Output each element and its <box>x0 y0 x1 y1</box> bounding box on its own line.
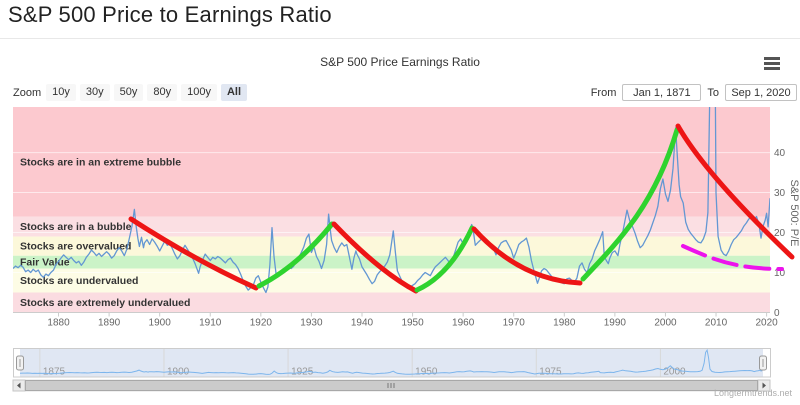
navigator-outline <box>13 348 771 378</box>
y-tick-label: 0 <box>774 308 780 319</box>
y-tick-label: 40 <box>774 148 786 159</box>
from-label: From <box>590 86 617 99</box>
to-label: To <box>707 86 719 99</box>
x-tick-label: 2010 <box>705 318 728 329</box>
navigator-tick-label: 2000 <box>663 367 686 378</box>
range-selector-dates: From To <box>591 84 797 101</box>
valuation-band <box>13 292 770 313</box>
band-label: Stocks are overvalued <box>20 241 131 253</box>
y-axis-title: S&P 500: P/E <box>788 179 800 246</box>
x-tick-label: 1880 <box>47 318 70 329</box>
x-tick-label: 1940 <box>351 318 374 329</box>
x-tick-label: 1930 <box>300 318 323 329</box>
zoom-button-100y[interactable]: 100y <box>181 84 217 101</box>
valuation-band <box>13 216 770 237</box>
zoom-button-30y[interactable]: 30y <box>79 84 110 101</box>
x-tick-label: 1910 <box>199 318 222 329</box>
valuation-band <box>13 107 770 217</box>
valuation-band <box>13 268 770 293</box>
scrollbar-left-arrow-icon <box>17 382 21 389</box>
zoom-label: Zoom <box>13 86 42 99</box>
title-divider <box>0 38 800 39</box>
trendline-up-1919-1933 <box>256 221 335 289</box>
from-date-input[interactable] <box>622 84 702 101</box>
band-label: Stocks are undervalued <box>20 275 138 287</box>
trendline-down-1933-1950 <box>331 221 419 294</box>
zoom-buttons: 10y 30y 50y 80y 100y All <box>46 84 248 101</box>
band-label: Stocks are extremely undervalued <box>20 297 190 309</box>
zoom-button-80y[interactable]: 80y <box>147 84 178 101</box>
attribution-watermark: Longtermtrends.net <box>713 388 792 398</box>
x-tick-label: 1950 <box>401 318 424 329</box>
zoom-button-10y[interactable]: 10y <box>46 84 76 101</box>
pe-ratio-line <box>13 107 770 294</box>
x-tick-label: 1970 <box>503 318 526 329</box>
chart-menu-button[interactable] <box>764 57 782 71</box>
y-tick-label: 10 <box>774 268 786 279</box>
band-label: Stocks are in an extreme bubble <box>20 156 181 168</box>
hamburger-icon <box>764 62 780 65</box>
x-tick-label: 1980 <box>553 318 576 329</box>
projection-dashed-line <box>681 244 784 271</box>
range-selector-zoom-group: Zoom 10y 30y 50y 80y 100y All <box>13 84 248 101</box>
scrollbar-right-arrow-icon <box>762 382 766 389</box>
band-label: Stocks are in a bubble <box>20 221 132 233</box>
hamburger-icon <box>764 57 780 60</box>
trendline-down-1895-1919 <box>128 216 259 291</box>
hamburger-icon <box>764 67 780 70</box>
navigator-tick-label: 1975 <box>539 367 562 378</box>
x-tick-label: 2020 <box>755 318 778 329</box>
x-tick-label: 1920 <box>250 318 273 329</box>
to-date-input[interactable] <box>725 84 797 101</box>
navigator-line <box>19 348 764 375</box>
band-label: Fair Value <box>20 257 70 269</box>
x-tick-label: 1900 <box>149 318 172 329</box>
y-tick-label: 30 <box>774 188 786 199</box>
page-title: S&P 500 Price to Earnings Ratio <box>8 2 332 27</box>
zoom-button-50y[interactable]: 50y <box>113 84 144 101</box>
valuation-band <box>13 255 770 269</box>
x-tick-label: 1960 <box>452 318 475 329</box>
zoom-button-all[interactable]: All <box>220 84 248 101</box>
x-tick-label: 1890 <box>98 318 121 329</box>
trendline-down-2002-2020 <box>675 123 795 260</box>
y-tick-label: 20 <box>774 228 786 239</box>
navigator-tick-label: 1875 <box>43 367 66 378</box>
navigator-tick-label: 1950 <box>415 367 438 378</box>
chart-title: S&P 500 Price Earnings Ratio <box>320 55 480 69</box>
x-tick-label: 1990 <box>604 318 627 329</box>
x-tick-label: 2000 <box>654 318 677 329</box>
trendline-up-1950-1961 <box>414 225 475 293</box>
trendline-down-1961-1982 <box>471 226 583 286</box>
trendline-up-1982-2002 <box>580 127 680 282</box>
